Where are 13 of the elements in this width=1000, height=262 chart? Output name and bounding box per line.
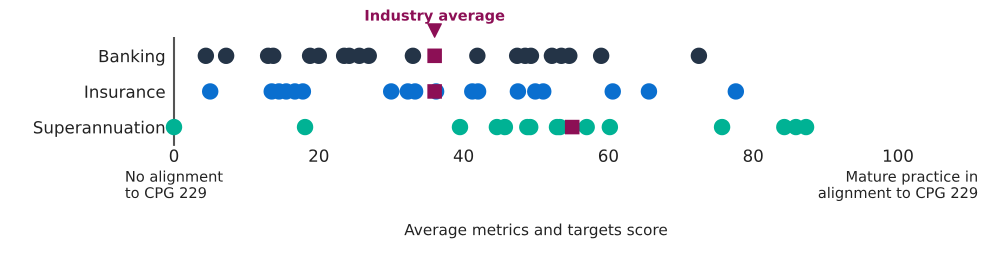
text: No alignment to CPG 229	[125, 170, 223, 198]
x-tick-label: 40	[454, 149, 474, 162]
text: Industry average	[366, 9, 504, 24]
x-tick-label: 20	[309, 149, 328, 162]
y-tick-label: Banking	[100, 49, 164, 66]
x-tick-label: 100	[884, 149, 913, 162]
x-tick-label: 60	[598, 149, 618, 162]
x-axis-title: Average metrics and targets score	[404, 224, 667, 238]
x-tick-label: 80	[744, 149, 763, 162]
x-tick-label: 0	[170, 149, 178, 162]
y-tick-label: Superannuation	[34, 120, 164, 137]
y-tick-label: Insurance	[86, 86, 165, 98]
text: Mature practice in alignment to CPG 229	[818, 170, 978, 201]
